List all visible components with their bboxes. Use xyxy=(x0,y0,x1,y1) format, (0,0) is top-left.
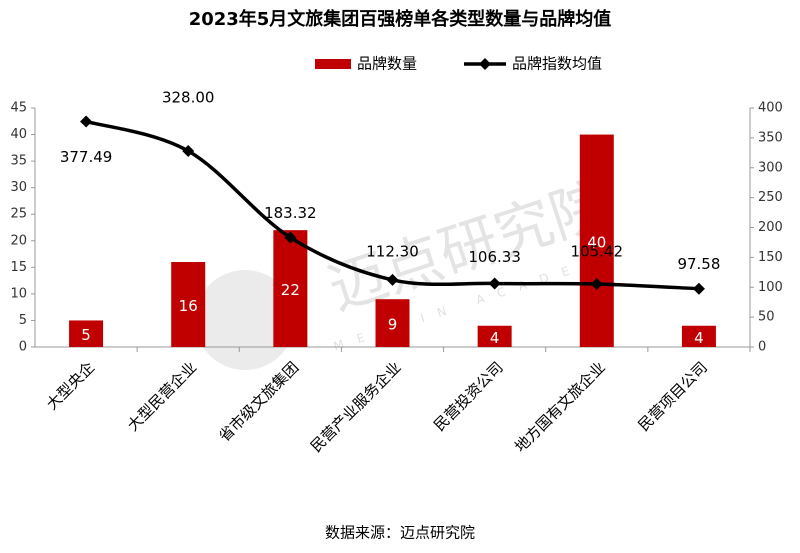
y2-tick-label: 400 xyxy=(758,101,783,116)
bar-value-label: 4 xyxy=(490,329,500,347)
bar xyxy=(69,320,104,347)
bar-value-label: 16 xyxy=(179,297,198,315)
bar-value-label: 40 xyxy=(587,233,606,251)
line-marker xyxy=(182,145,195,158)
y-tick-label: 30 xyxy=(10,180,27,195)
y2-tick-label: 350 xyxy=(758,130,783,145)
x-tick-label: 民营产业服务企业 xyxy=(307,358,405,456)
y2-tick-label: 100 xyxy=(758,280,783,295)
x-tick-label: 大型民营企业 xyxy=(124,358,200,434)
line-value-label: 106.33 xyxy=(468,248,521,266)
bar xyxy=(171,262,206,347)
line-marker xyxy=(692,282,705,295)
y2-tick-label: 50 xyxy=(758,310,775,325)
x-tick-label: 民营项目公司 xyxy=(635,358,711,434)
bar xyxy=(579,134,614,347)
line-value-label: 377.49 xyxy=(60,148,113,166)
y-tick-label: 15 xyxy=(10,260,27,275)
y-tick-label: 5 xyxy=(19,313,27,328)
y-tick-label: 0 xyxy=(19,340,27,355)
y-tick-label: 20 xyxy=(10,233,27,248)
y2-tick-label: 200 xyxy=(758,220,783,235)
x-tick-label: 大型央企 xyxy=(43,358,98,413)
y2-tick-label: 250 xyxy=(758,190,783,205)
y-tick-label: 45 xyxy=(10,101,27,116)
legend-swatch xyxy=(479,58,491,70)
bar xyxy=(681,325,716,347)
y2-tick-label: 150 xyxy=(758,250,783,265)
legend-swatch xyxy=(315,59,351,69)
x-tick-label: 地方国有文旅企业 xyxy=(511,358,609,456)
y-tick-label: 10 xyxy=(10,286,27,301)
x-tick-label: 民营投资公司 xyxy=(430,358,506,434)
line-marker xyxy=(284,231,297,244)
bar-value-label: 4 xyxy=(694,329,704,347)
y-tick-label: 35 xyxy=(10,154,27,169)
y2-tick-label: 0 xyxy=(758,340,766,355)
line-value-label: 112.30 xyxy=(366,242,419,260)
y-tick-label: 40 xyxy=(10,127,27,142)
y2-tick-label: 300 xyxy=(758,160,783,175)
bar-value-label: 5 xyxy=(81,326,91,344)
legend-label: 品牌指数均值 xyxy=(512,55,602,73)
line-marker xyxy=(488,277,501,290)
bar xyxy=(477,325,512,347)
line-value-label: 183.32 xyxy=(264,204,317,222)
line-value-label: 105.42 xyxy=(571,243,624,261)
watermark-logo xyxy=(195,270,295,370)
line-marker xyxy=(80,115,93,128)
chart-title: 2023年5月文旅集团百强榜单各类型数量与品牌均值 xyxy=(189,8,612,30)
bar-value-label: 22 xyxy=(281,281,300,299)
line-value-label: 97.58 xyxy=(677,255,720,273)
bar xyxy=(375,299,410,347)
line-value-label: 328.00 xyxy=(162,89,215,107)
legend-label: 品牌数量 xyxy=(357,55,417,73)
line-marker xyxy=(590,278,603,291)
y-tick-label: 25 xyxy=(10,207,27,222)
source: 数据来源：迈点研究院 xyxy=(325,524,475,542)
bar-value-label: 9 xyxy=(388,316,398,334)
line-marker xyxy=(386,273,399,286)
x-tick-label: 省市级文旅集团 xyxy=(215,358,302,445)
bar xyxy=(273,230,308,347)
